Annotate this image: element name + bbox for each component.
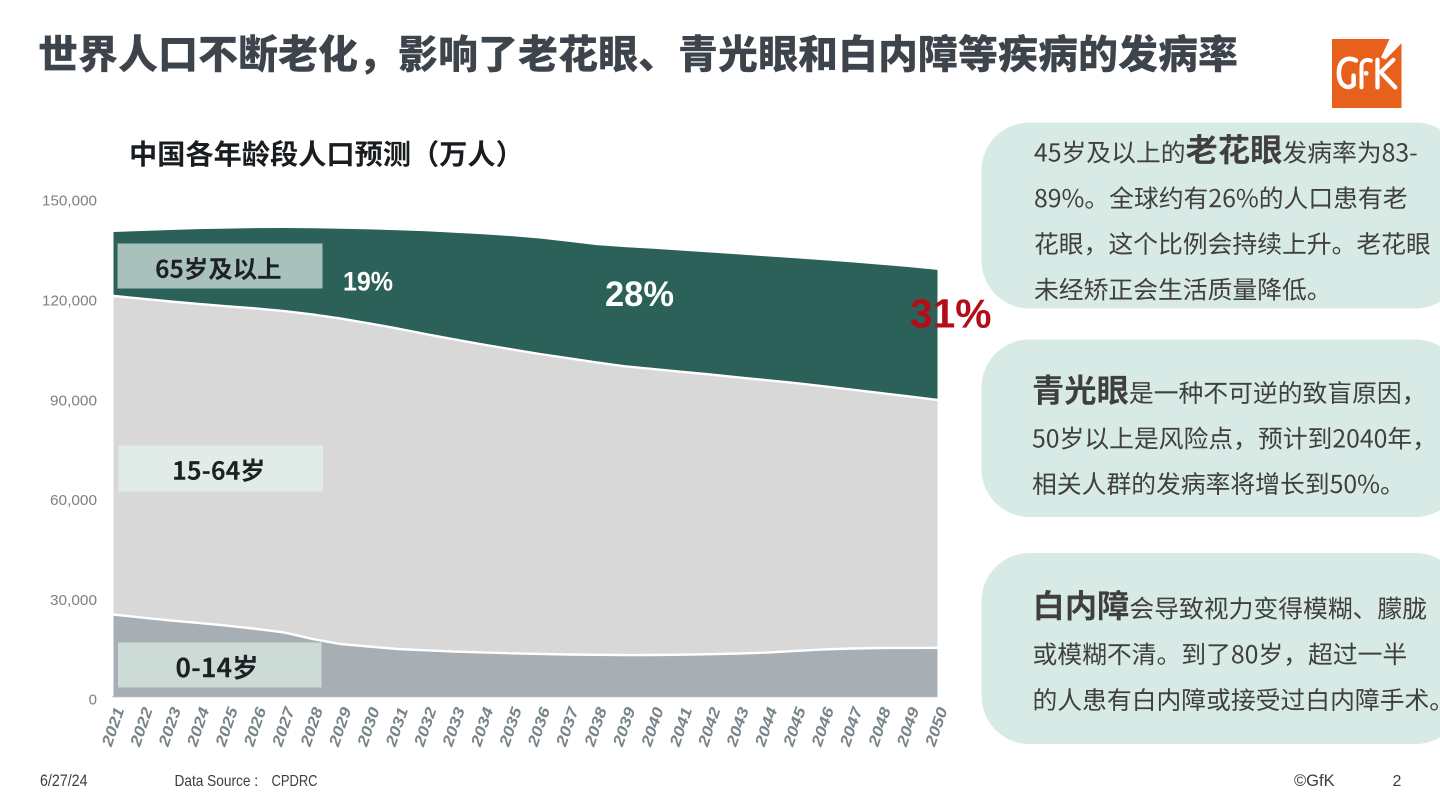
svg-text:2042: 2042 (695, 705, 725, 750)
svg-text:2031: 2031 (383, 705, 412, 749)
svg-text:2044: 2044 (752, 705, 782, 750)
svg-text:2036: 2036 (525, 705, 555, 750)
svg-text:150,000: 150,000 (42, 193, 97, 210)
svg-text:60,000: 60,000 (50, 492, 97, 509)
svg-text:2043: 2043 (723, 705, 753, 750)
svg-text:28%: 28% (605, 275, 674, 314)
svg-text:2050: 2050 (922, 705, 952, 750)
svg-text:2040: 2040 (638, 705, 668, 750)
svg-text:2032: 2032 (411, 705, 441, 750)
svg-text:90,000: 90,000 (50, 392, 97, 409)
svg-text:2034: 2034 (468, 705, 498, 750)
svg-text:2046: 2046 (808, 705, 838, 750)
svg-text:2049: 2049 (894, 705, 924, 750)
svg-text:2023: 2023 (155, 705, 185, 750)
svg-text:6/27/24: 6/27/24 (40, 772, 88, 790)
svg-text:0: 0 (89, 692, 97, 709)
svg-text:19%: 19% (343, 266, 393, 296)
svg-text:2028: 2028 (297, 705, 327, 750)
svg-text:2: 2 (1393, 773, 1402, 790)
svg-text:2037: 2037 (553, 704, 583, 750)
svg-text:2024: 2024 (184, 705, 214, 750)
svg-text:2048: 2048 (865, 705, 895, 750)
svg-text:2035: 2035 (496, 705, 526, 750)
svg-text:2045: 2045 (780, 705, 810, 750)
svg-text:120,000: 120,000 (42, 293, 97, 310)
svg-text:2026: 2026 (241, 705, 271, 750)
svg-text:CPDRC: CPDRC (272, 773, 318, 790)
svg-text:2025: 2025 (212, 705, 242, 750)
svg-text:2041: 2041 (667, 705, 696, 749)
svg-text:31%: 31% (910, 291, 992, 337)
svg-text:2038: 2038 (581, 705, 611, 750)
svg-text::: : (254, 773, 258, 790)
svg-text:2021: 2021 (99, 705, 128, 749)
svg-text:2030: 2030 (354, 705, 384, 750)
svg-text:2033: 2033 (439, 705, 469, 750)
svg-text:Data Source: Data Source (175, 773, 251, 790)
svg-text:2022: 2022 (127, 705, 157, 750)
svg-text:2047: 2047 (837, 704, 867, 750)
svg-text:2029: 2029 (326, 705, 356, 750)
svg-text:©GfK: ©GfK (1294, 772, 1335, 790)
svg-text:2027: 2027 (269, 704, 299, 750)
svg-text:2039: 2039 (610, 705, 640, 750)
svg-text:30,000: 30,000 (50, 592, 97, 609)
